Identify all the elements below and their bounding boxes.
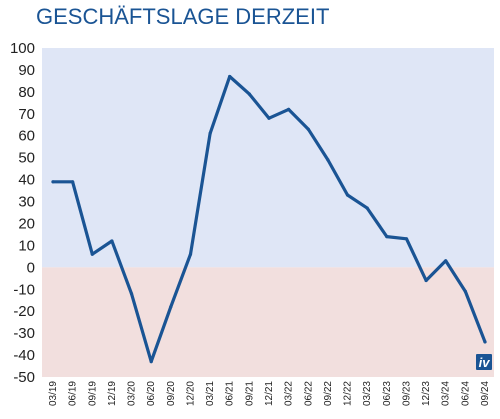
x-tick-label: 09/23 — [401, 381, 412, 406]
x-tick-label: 06/19 — [68, 381, 79, 406]
y-tick-label: -30 — [13, 325, 35, 342]
data-point — [385, 235, 389, 239]
y-tick-label: 30 — [18, 194, 35, 211]
data-point — [90, 252, 94, 256]
x-tick-label: 06/24 — [460, 381, 471, 406]
data-point — [110, 239, 114, 243]
y-tick-label: -20 — [13, 303, 35, 320]
data-point — [208, 131, 212, 136]
y-tick-label: 10 — [18, 237, 35, 254]
data-point — [247, 92, 251, 96]
x-tick-label: 12/22 — [343, 381, 354, 406]
data-point — [306, 127, 310, 131]
x-tick-label: 06/20 — [146, 381, 157, 406]
x-tick-label: 12/23 — [421, 381, 432, 406]
x-tick-label: 06/22 — [303, 381, 314, 406]
x-axis-ticks: 03/19 06/19 09/19 12/19 03/20 06/20 09/20 12/20… — [48, 381, 491, 406]
data-point — [424, 278, 428, 283]
data-point — [169, 305, 173, 309]
y-tick-label: 50 — [18, 150, 35, 167]
y-tick-label: -40 — [13, 347, 35, 364]
iv-logo-text: iv — [479, 355, 491, 370]
data-point — [345, 193, 350, 197]
x-tick-label: 12/19 — [107, 381, 118, 406]
data-point — [51, 180, 55, 184]
positive-background — [42, 48, 494, 268]
x-tick-label: 03/24 — [441, 381, 452, 406]
y-tick-label: -50 — [13, 369, 35, 386]
x-tick-label: 06/23 — [382, 381, 393, 406]
chart-title: GESCHÄFTSLAGE DERZEIT — [36, 4, 330, 29]
x-tick-label: 09/20 — [166, 381, 177, 406]
data-point — [287, 107, 291, 111]
x-tick-label: 03/20 — [127, 381, 138, 406]
x-tick-label: 12/21 — [264, 381, 275, 406]
data-point — [326, 158, 330, 162]
x-tick-label: 06/21 — [225, 381, 236, 406]
data-point — [129, 292, 134, 296]
data-point — [71, 180, 75, 184]
iv-logo: iv — [476, 354, 492, 370]
data-point — [267, 116, 271, 120]
negative-background — [42, 267, 494, 377]
y-tick-label: 100 — [10, 40, 35, 57]
x-tick-label: 09/21 — [244, 381, 255, 406]
x-tick-label: 03/22 — [284, 381, 295, 406]
x-tick-label: 09/19 — [87, 381, 98, 406]
y-tick-label: 20 — [18, 215, 35, 232]
y-tick-label: 0 — [27, 259, 35, 276]
x-tick-label: 12/20 — [185, 381, 196, 406]
y-tick-label: 70 — [18, 106, 35, 123]
data-point — [365, 206, 369, 210]
x-tick-label: 03/19 — [48, 381, 59, 406]
data-point — [188, 252, 193, 256]
data-point — [404, 237, 409, 241]
y-tick-label: 40 — [18, 172, 35, 189]
x-tick-label: 09/24 — [480, 381, 491, 406]
y-tick-label: 80 — [18, 84, 35, 101]
y-tick-label: 90 — [18, 62, 35, 79]
y-tick-label: -10 — [13, 281, 35, 298]
data-point — [444, 259, 448, 263]
x-tick-label: 03/23 — [362, 381, 373, 406]
data-point — [228, 74, 232, 79]
data-points — [51, 74, 487, 364]
x-tick-label: 03/21 — [205, 381, 216, 406]
data-point — [483, 340, 487, 344]
data-point — [149, 360, 153, 364]
data-point — [463, 289, 467, 294]
y-tick-label: 60 — [18, 128, 35, 145]
x-tick-label: 09/22 — [323, 381, 334, 406]
